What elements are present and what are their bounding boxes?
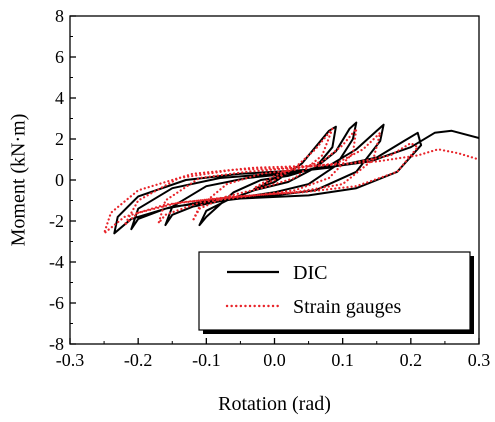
- legend-label-dic: DIC: [293, 262, 327, 284]
- x-tick-label: -0.3: [56, 350, 85, 370]
- y-tick-label: 2: [55, 129, 64, 149]
- axes-layer: -0.3 -0.2 -0.1 0.0 0.1 0.2 0.3 -8 -6 -4 -2 0 2 4 6 8: [49, 6, 490, 370]
- x-tick-label: 0.0: [263, 350, 286, 370]
- y-tick-label: 4: [55, 88, 64, 108]
- x-tick-label: -0.2: [124, 350, 153, 370]
- legend-label-strain-gauges: Strain gauges: [293, 296, 402, 318]
- series-line-strain-gauges: [103, 127, 479, 235]
- x-tick-label: 0.3: [468, 350, 491, 370]
- y-tick-label: 8: [55, 6, 64, 26]
- x-tick-label: 0.1: [331, 350, 354, 370]
- plot-layer: [103, 121, 479, 235]
- y-tick-label: 0: [55, 170, 64, 190]
- x-tick-label: 0.2: [400, 350, 423, 370]
- legend: DIC Strain gauges: [198, 251, 474, 334]
- y-tick-label: -2: [49, 211, 64, 231]
- legend-box: [198, 251, 471, 331]
- x-tick-label: -0.1: [192, 350, 221, 370]
- y-axis-title: Moment (kN·m): [8, 114, 30, 247]
- y-tick-label: -4: [49, 252, 64, 272]
- y-tick-label: 6: [55, 47, 64, 67]
- x-axis-title: Rotation (rad): [218, 393, 331, 415]
- y-tick-label: -8: [49, 334, 64, 354]
- series-line-dic: [113, 121, 479, 235]
- y-tick-label: -6: [49, 293, 64, 313]
